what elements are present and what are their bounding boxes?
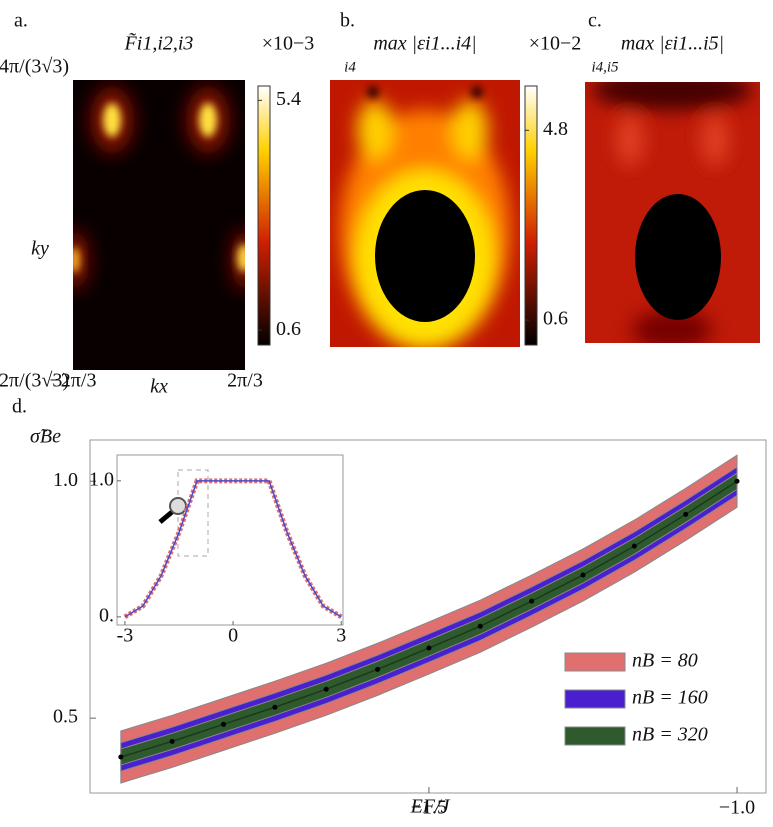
y-tick-label: 1.0 [53,469,78,491]
x-axis-label: kx [150,376,168,398]
data-point [118,754,124,760]
legend-swatch [564,689,626,709]
panel-title-sub: i4,i5 [591,59,619,75]
data-point [683,511,689,517]
panel-title: F̃i1,i2,i3 [124,31,194,54]
colorbar-tick-label: 5.4 [276,88,301,110]
curve [124,480,342,618]
y-tick-label: −2π/(3√3) [0,370,69,392]
legend-label: nB = 80 [632,650,698,672]
panel-label: a. [14,10,28,32]
band-line [123,478,343,619]
data-point [734,478,740,484]
colorbar-exponent: ×10−3 [262,33,315,55]
x-axis-label: EF/J [410,796,451,818]
y-tick-label: 1.0 [89,468,114,490]
plot-frame [89,439,767,794]
data-point [529,598,535,604]
legend-swatch [564,652,626,672]
y-tick-label: 4π/(3√3) [0,56,69,78]
x-tick-label: 2π/3 [227,370,263,392]
data-point [426,645,432,651]
x-tick-label: −1.5 [411,797,447,819]
x-tick-label: 0 [228,625,238,647]
heatmap-b [330,80,520,347]
colorbar [257,85,271,346]
x-tick-label: -3 [117,625,134,647]
legend-label: nB = 160 [632,687,708,709]
data-point [477,623,483,629]
colorbar-exponent: ×10−2 [529,33,582,55]
colorbar [524,85,538,346]
band [120,466,738,772]
panel-label: d. [12,396,27,418]
data-point [631,543,637,549]
y-tick-label: 0.5 [53,706,78,728]
colorbar-tick-label: 4.8 [543,118,568,140]
y-tick-label: 0. [99,604,114,626]
y-axis-label: ky [31,238,49,260]
legend-swatch [564,726,626,746]
heatmap-a [73,80,245,370]
y-axis-label: σ̃Be [30,426,61,448]
legend-label: nB = 320 [632,724,708,746]
panel-title: max |εi1...i4| [373,33,476,55]
panel-title-sub: i4 [344,59,356,75]
heatmap-c [585,82,760,343]
panel-label: b. [340,10,355,32]
x-tick-label: 3 [336,625,346,647]
panel-label: c. [588,10,602,32]
data-point [323,686,329,692]
data-point [221,721,227,727]
colorbar-tick-label: 0.6 [276,318,301,340]
data-point [169,738,175,744]
panel-title: max |εi1...i5| [621,33,724,55]
data-point [375,666,381,672]
x-tick-label: −2π/3 [50,370,97,392]
band [120,472,738,766]
data-point [272,704,278,710]
inset-frame [116,454,344,626]
x-tick-label: −1.0 [719,797,755,819]
colorbar-tick-label: 0.6 [543,308,568,330]
data-point [580,572,586,578]
